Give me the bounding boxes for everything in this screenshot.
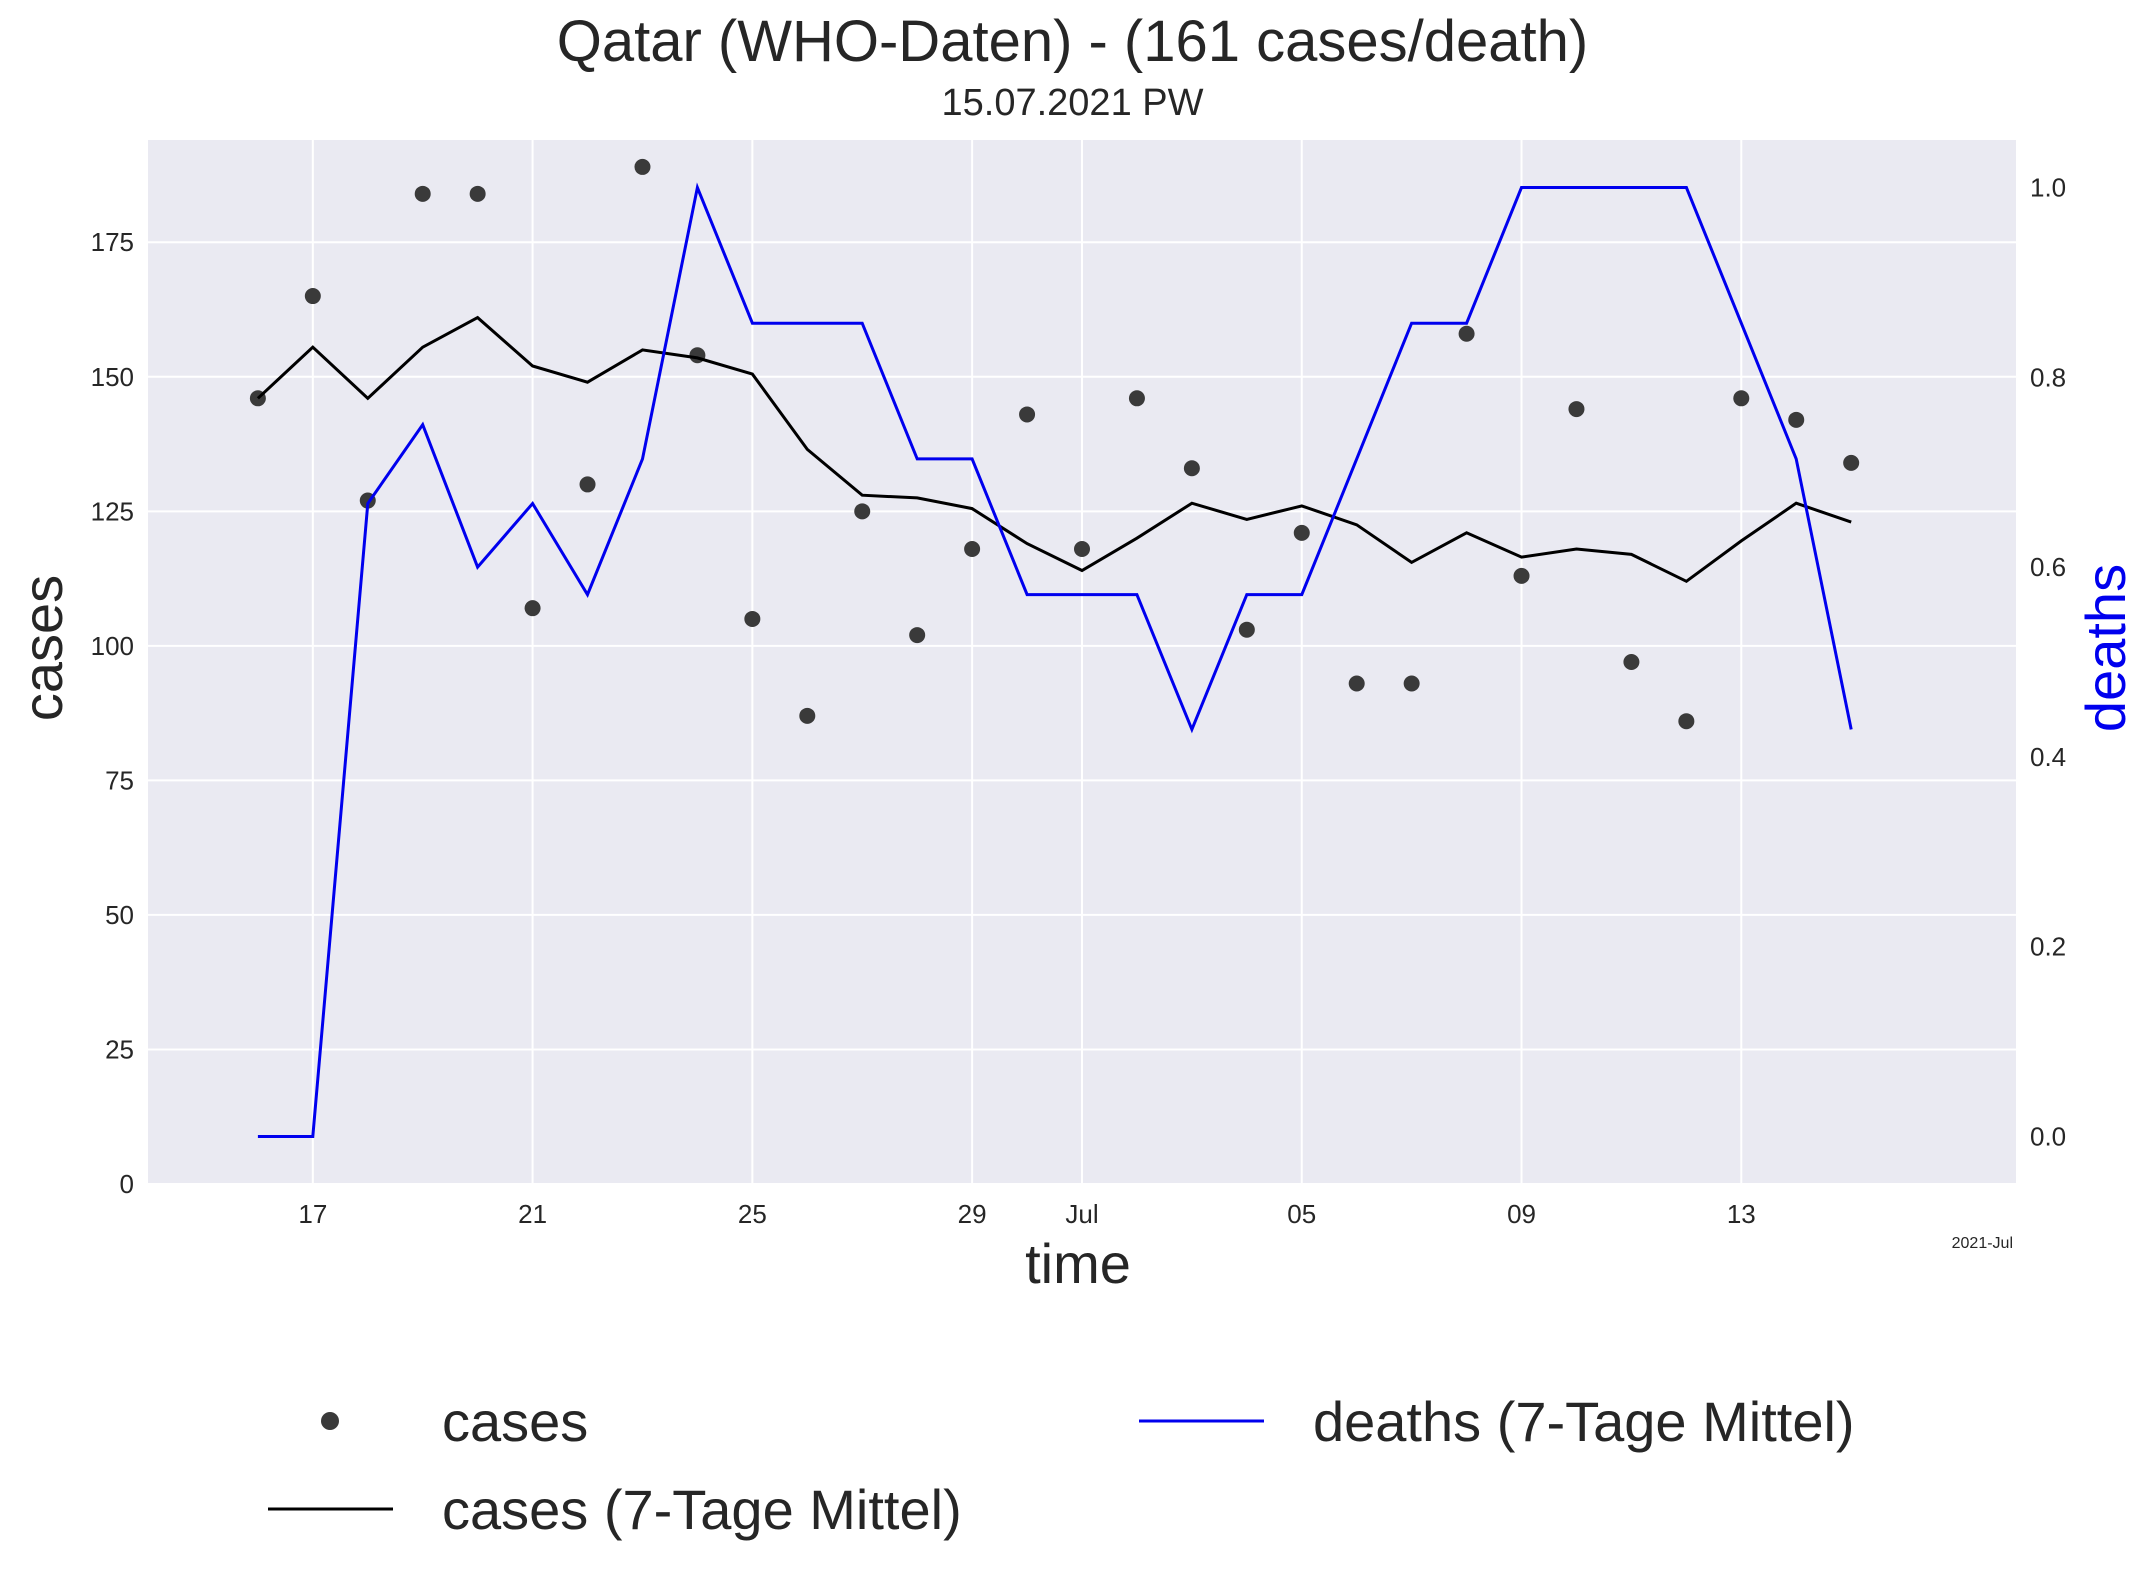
y-tick-label: 100: [91, 631, 134, 661]
legend: cases cases (7-Tage Mittel) deaths (7-Ta…: [268, 1390, 1855, 1541]
series-layer: [249, 158, 1860, 1138]
cases-point: [1843, 454, 1860, 471]
x-tick-label: 13: [1727, 1199, 1756, 1229]
y2-axis-label: deaths: [2074, 564, 2137, 732]
chart-subtitle: 15.07.2021 PW: [941, 82, 1204, 124]
y2-tick-label: 0.8: [2030, 362, 2066, 392]
cases-point: [909, 627, 926, 644]
legend-cases-label: cases: [442, 1390, 588, 1453]
x-offset-label: 2021-Jul: [1952, 1235, 2013, 1252]
legend-cases-marker: [321, 1412, 339, 1430]
cases-point: [1183, 460, 1200, 477]
y-tick-label: 0: [120, 1169, 134, 1199]
y2-tick-label: 0.4: [2030, 742, 2066, 772]
cases-point: [1348, 675, 1365, 692]
legend-deaths-avg-label: deaths (7-Tage Mittel): [1313, 1390, 1855, 1453]
y-tick-label: 25: [105, 1034, 134, 1064]
y-tick-label: 175: [91, 227, 134, 257]
cases-point: [1238, 621, 1255, 638]
grid-lines: [148, 140, 2016, 1185]
x-tick-label: 17: [298, 1199, 327, 1229]
series-cases-avg-line: [256, 315, 1852, 584]
cases-point: [524, 600, 541, 617]
cases-point: [964, 540, 981, 557]
y2-tick-label: 0.2: [2030, 932, 2066, 962]
y-axis-label: cases: [11, 575, 74, 721]
x-tick-label: Jul: [1065, 1199, 1098, 1229]
y-tick-label: 50: [105, 900, 134, 930]
x-tick-label: 29: [958, 1199, 987, 1229]
y-tick-label: 125: [91, 496, 134, 526]
x-tick-label: 25: [738, 1199, 767, 1229]
y2-tick-label: 0.0: [2030, 1122, 2066, 1152]
cases-point: [634, 158, 651, 175]
cases-point: [1128, 390, 1145, 407]
cases-point: [854, 503, 871, 520]
cases-point: [1513, 567, 1530, 584]
series-cases-points: [249, 158, 1860, 730]
cases-point: [1568, 401, 1585, 418]
cases-point: [1788, 411, 1805, 428]
cases-point: [1019, 406, 1036, 423]
cases-point: [1403, 675, 1420, 692]
series-deaths-avg-line: [257, 182, 1853, 1138]
cases-point: [1733, 390, 1750, 407]
cases-point: [1458, 325, 1475, 342]
y-tick-label: 75: [105, 765, 134, 795]
axes: 0 25 50 75 100 125 150 175 0.0 0.2 0.4 0.6 0.8 1.0 17 2…: [91, 172, 2067, 1229]
x-tick-label: 05: [1287, 1199, 1316, 1229]
chart-title: Qatar (WHO-Daten) - (161 cases/death): [556, 9, 1589, 74]
y-tick-label: 150: [91, 362, 134, 392]
legend-cases-avg-label: cases (7-Tage Mittel): [442, 1478, 962, 1541]
cases-point: [469, 185, 486, 202]
x-axis-label: time: [1025, 1232, 1131, 1295]
cases-point: [304, 288, 321, 305]
cases-point: [579, 476, 596, 493]
cases-point: [744, 610, 761, 627]
y2-tick-label: 1.0: [2030, 172, 2066, 202]
x-tick-label: 21: [518, 1199, 547, 1229]
cases-point: [1074, 540, 1090, 557]
cases-point: [799, 707, 816, 724]
cases-point: [1623, 654, 1640, 670]
y2-tick-label: 0.6: [2030, 552, 2066, 582]
cases-point: [1678, 713, 1695, 730]
cases-point: [1293, 524, 1310, 541]
x-tick-label: 09: [1507, 1199, 1536, 1229]
cases-point: [414, 185, 431, 202]
